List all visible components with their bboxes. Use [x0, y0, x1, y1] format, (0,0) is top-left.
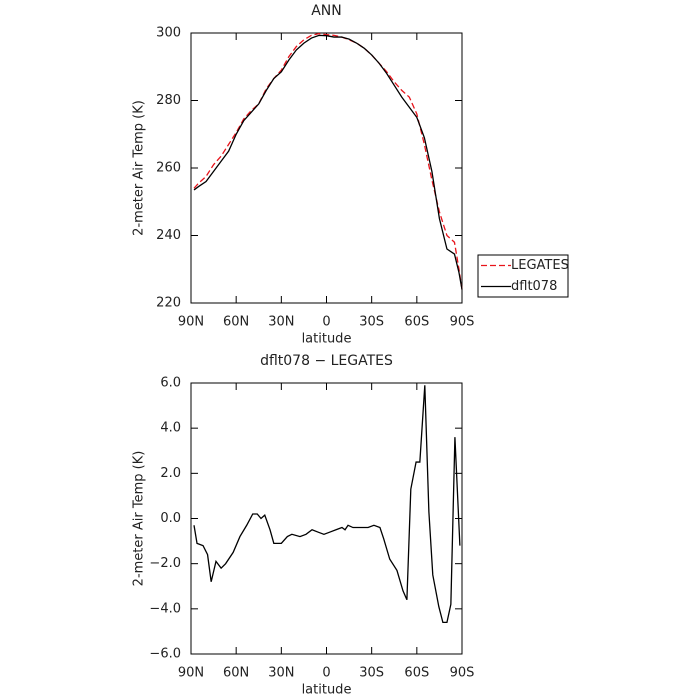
x-tick-label: 90S [450, 666, 475, 681]
x-tick-label: 0 [322, 315, 330, 330]
y-tick-label: 4.0 [160, 421, 181, 436]
y-tick-label: 240 [156, 228, 181, 243]
legend-label: dflt078 [511, 279, 557, 294]
x-tick-label: 60N [223, 666, 249, 681]
x-tick-label: 0 [322, 666, 330, 681]
data-line [193, 385, 461, 624]
x-tick-label: 30S [359, 315, 384, 330]
x-tick-label: 90N [178, 666, 204, 681]
y-tick-label: 300 [156, 26, 181, 41]
y-tick-label: 280 [156, 93, 181, 108]
y-tick-label: −4.0 [149, 601, 181, 616]
y-tick-label: 260 [156, 161, 181, 176]
y-axis-label: 2-meter Air Temp (K) [132, 100, 147, 236]
plot-frame [190, 382, 463, 655]
y-tick-label: 220 [156, 296, 181, 311]
y-tick-label: −2.0 [149, 556, 181, 571]
x-tick-label: 60S [404, 315, 429, 330]
legend-box [477, 254, 569, 298]
x-tick-label: 60S [404, 666, 429, 681]
y-tick-label: −6.0 [149, 647, 181, 662]
x-tick-label: 30N [268, 315, 294, 330]
chart-title: ANN [311, 3, 342, 19]
x-tick-label: 90S [450, 315, 475, 330]
chart-title: dflt078 − LEGATES [260, 353, 393, 369]
x-tick-label: 90N [178, 315, 204, 330]
data-line [193, 34, 463, 290]
x-tick-label: 30S [359, 666, 384, 681]
plot-frame [190, 32, 463, 304]
data-line [193, 33, 463, 290]
x-axis-label: latitude [302, 332, 352, 347]
y-tick-label: 6.0 [160, 376, 181, 391]
y-tick-label: 0.0 [160, 511, 181, 526]
x-tick-label: 30N [268, 666, 294, 681]
y-tick-label: 2.0 [160, 466, 181, 481]
x-axis-label: latitude [302, 683, 352, 698]
y-axis-label: 2-meter Air Temp (K) [132, 451, 147, 587]
x-tick-label: 60N [223, 315, 249, 330]
legend-label: LEGATES [511, 258, 569, 273]
